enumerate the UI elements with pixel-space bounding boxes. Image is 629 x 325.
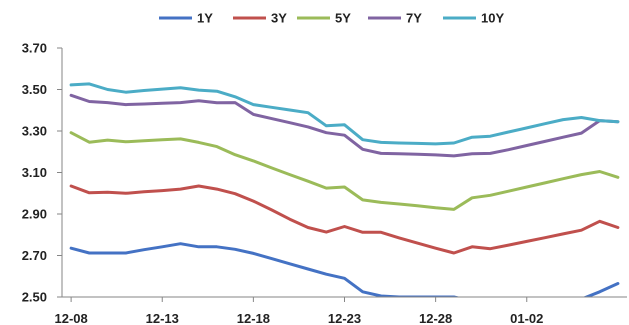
y-tick-label: 3.70 (22, 41, 47, 56)
x-tick-label: 12-28 (419, 311, 452, 325)
series-line-5y (69, 131, 620, 211)
y-axis: 2.50 2.70 2.90 3.10 3.30 3.50 3.70 (22, 41, 63, 305)
series-line-7y (69, 93, 620, 158)
y-tick-label: 3.10 (22, 165, 47, 180)
series-line-10y (69, 82, 620, 146)
legend-label-7y: 7Y (406, 11, 422, 26)
x-tick-label: 12-13 (146, 311, 179, 325)
legend: 1Y 3Y 5Y 7Y 10Y (159, 11, 504, 26)
x-tick-label: 01-02 (510, 311, 543, 325)
series-line-3y (69, 184, 620, 255)
x-tick-label: 12-08 (54, 311, 87, 325)
series-line-1y (69, 242, 620, 297)
legend-label-1y: 1Y (197, 11, 213, 26)
x-axis: 12-08 12-13 12-18 12-23 12-28 01-02 (54, 296, 627, 325)
x-tick-label: 12-18 (237, 311, 270, 325)
plot-area: 2.502.702.903.103.303.503.70 12-08 12-13 1… (22, 41, 627, 325)
legend-label-10y: 10Y (481, 11, 504, 26)
legend-label-5y: 5Y (335, 11, 351, 26)
y-tick-label: 2.70 (22, 248, 47, 263)
x-tick-label: 12-23 (328, 311, 361, 325)
legend-label-3y: 3Y (271, 11, 287, 26)
y-tick-label: 2.50 (22, 290, 47, 305)
y-tick-label: 3.50 (22, 82, 47, 97)
series-layer (69, 82, 620, 297)
y-tick-label: 2.90 (22, 207, 47, 222)
y-tick-label: 3.30 (22, 124, 47, 139)
